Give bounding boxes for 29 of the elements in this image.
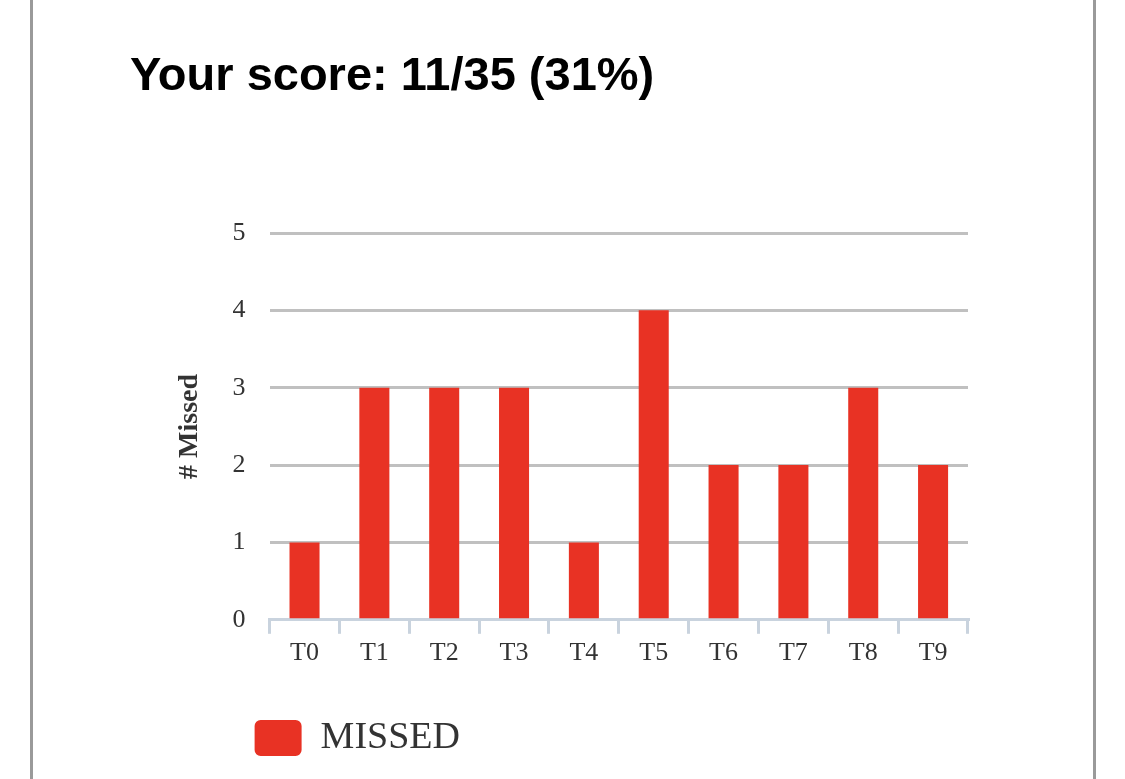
bar [359,387,390,619]
x-tick-label: T3 [499,637,529,667]
x-tick-label: T8 [848,637,878,667]
chart-title: Your score: 11/35 (31%) [130,46,655,102]
y-tick-label: 5 [232,216,246,246]
bar [429,387,460,619]
bar [289,542,320,619]
bar [918,465,949,619]
x-tick-label: T7 [778,637,808,667]
bar [568,542,599,619]
y-tick-label: 0 [232,603,246,633]
bar [499,387,530,619]
x-tick-label: T5 [639,637,669,667]
x-tick-label: T4 [569,637,599,667]
y-axis-title: # Missed [172,373,204,479]
y-tick-label: 1 [232,526,246,556]
x-tick-label: T1 [359,637,389,667]
x-tick-label: T6 [709,637,739,667]
bar [708,465,739,619]
bar [778,465,809,619]
x-tick-label: T2 [429,637,459,667]
x-tick-label: T9 [918,637,948,667]
y-tick-label: 3 [232,371,246,401]
legend-label: MISSED [320,713,460,756]
x-tick-label: T0 [290,637,319,667]
bar [848,387,879,619]
bar [638,310,669,619]
y-tick-label: 2 [232,448,246,478]
y-tick-label: 4 [232,294,246,324]
